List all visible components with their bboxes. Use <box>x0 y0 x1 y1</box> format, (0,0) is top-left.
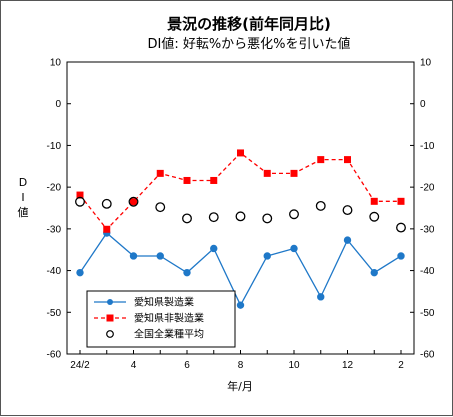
x-axis: 24/2 4 6 8 10 12 2 <box>70 350 404 371</box>
chart-title: 景況の推移(前年同月比) <box>167 15 331 33</box>
series-1 <box>76 149 405 233</box>
data-point <box>289 209 299 220</box>
x-tick-label: 2 <box>398 360 404 371</box>
y-tick-label-left: -50 <box>47 308 62 319</box>
y-tick-label-right: -40 <box>420 266 435 277</box>
data-point <box>210 244 218 253</box>
data-point <box>208 212 219 223</box>
data-point <box>263 169 271 177</box>
data-point <box>156 252 164 260</box>
x-tick-label: 4 <box>131 360 137 371</box>
series-line <box>79 152 401 231</box>
legend-item: 愛知県製造業 <box>94 296 194 309</box>
y-tick-label-right: -10 <box>420 141 435 152</box>
data-point <box>317 156 325 164</box>
legend-item: 愛知県非製造業 <box>94 312 204 325</box>
y-tick-label-right: -60 <box>420 350 435 361</box>
data-point <box>183 268 191 277</box>
legend-item: 全国全業種平均 <box>106 328 204 341</box>
legend-marker <box>106 314 114 322</box>
data-point <box>397 252 405 260</box>
series-layer <box>75 149 406 309</box>
data-point <box>156 169 164 177</box>
data-point <box>128 196 139 207</box>
legend-marker <box>106 330 114 338</box>
y-tick-label-left: -40 <box>47 266 62 277</box>
y-tick-label-left: -30 <box>47 224 62 235</box>
y-tick-label-left: 10 <box>50 58 62 69</box>
y-axis-label-char: D <box>19 176 27 189</box>
y-axis-label: DI値 <box>18 176 29 219</box>
x-tick-label: 12 <box>342 360 354 371</box>
x-tick-label: 6 <box>184 360 190 371</box>
series-2 <box>75 196 406 233</box>
x-tick-label: 10 <box>288 360 300 371</box>
data-point <box>343 236 352 244</box>
data-point <box>344 156 351 164</box>
legend-marker <box>107 299 113 305</box>
data-point <box>263 252 271 260</box>
chart-subtitle: DI値: 好転%から悪化%を引いた値 <box>147 36 350 52</box>
x-tick-label: 24/2 <box>70 360 90 371</box>
data-point <box>370 197 378 205</box>
series-0 <box>76 229 405 309</box>
y-tick-label-left: -20 <box>47 183 62 194</box>
data-point <box>317 293 325 301</box>
y-tick-label-right: 0 <box>420 99 426 110</box>
legend-label: 愛知県製造業 <box>134 296 194 309</box>
legend-label: 全国全業種平均 <box>134 328 204 341</box>
y-tick-label-right: -30 <box>420 224 435 235</box>
data-point <box>129 252 138 260</box>
data-point <box>183 176 191 184</box>
data-point <box>262 213 273 224</box>
y-tick-label-right: -20 <box>420 183 435 194</box>
x-tick-label: 8 <box>238 360 244 371</box>
legend-label: 愛知県非製造業 <box>134 312 204 325</box>
data-point <box>397 197 405 205</box>
y-axis-label-char: I <box>21 191 24 204</box>
data-point <box>130 198 137 206</box>
y-axis-left: 10 0 -10 -20 -30 -40 -50 -60 <box>47 58 71 361</box>
y-axis-label-char: 値 <box>18 206 29 219</box>
data-point <box>237 149 244 157</box>
data-point <box>103 225 111 233</box>
x-axis-label: 年/月 <box>227 379 253 393</box>
data-point <box>369 211 380 222</box>
data-point <box>290 169 298 177</box>
data-point <box>101 198 112 209</box>
y-tick-label-left: -60 <box>47 350 62 361</box>
data-point <box>370 268 378 277</box>
data-point <box>290 244 298 253</box>
data-point <box>210 176 218 184</box>
data-point <box>235 211 246 222</box>
data-point <box>342 205 353 216</box>
data-point <box>75 196 85 207</box>
y-tick-label-left: 0 <box>55 99 61 110</box>
y-tick-label-left: -10 <box>47 141 62 152</box>
y-axis-right: 10 0 -10 -20 -30 -40 -50 -60 <box>410 58 435 361</box>
y-tick-label-right: 10 <box>420 58 432 69</box>
data-point <box>155 202 166 213</box>
data-point <box>182 213 192 224</box>
data-point <box>315 200 326 211</box>
data-point <box>396 222 406 233</box>
data-point <box>236 301 245 309</box>
y-tick-label-right: -50 <box>420 308 435 319</box>
data-point <box>76 268 84 277</box>
data-point <box>76 191 84 199</box>
